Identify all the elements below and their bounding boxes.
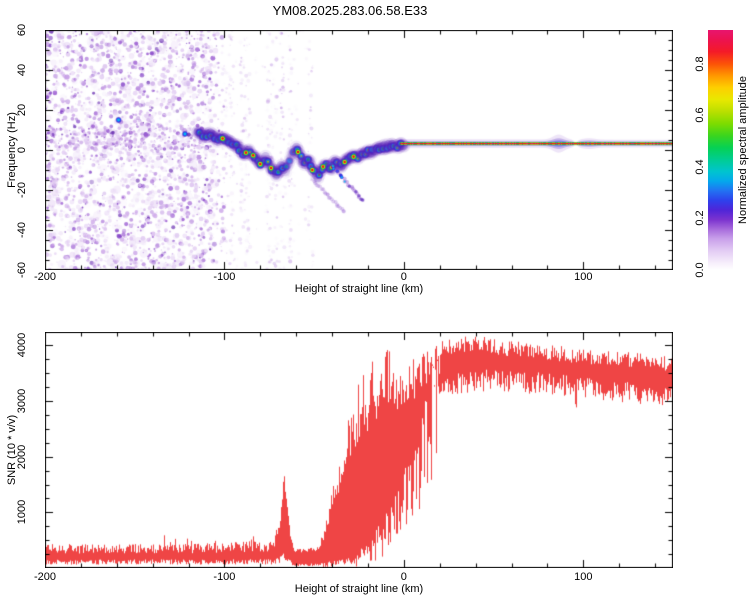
snr-x-tick-label: -200: [33, 571, 57, 583]
colorbar-tick-label: 0.0: [694, 262, 706, 278]
spectrogram-x-tick-label: 0: [400, 271, 407, 283]
colorbar-gradient: [708, 30, 733, 270]
colorbar-tick-label: 0.8: [694, 55, 706, 72]
colorbar-tick-label: 0.4: [694, 159, 706, 175]
spectrogram-y-tick-label: -40: [16, 222, 28, 238]
colorbar-tick-label: 0.2: [694, 210, 706, 227]
snr-y-tick-label: 1000: [16, 500, 28, 525]
spectrogram-plot: [45, 30, 673, 270]
snr-plot: [45, 332, 673, 568]
snr-y-tick-label: 3000: [16, 388, 28, 414]
snr-x-axis-label: Height of straight line (km): [294, 583, 424, 595]
spectrogram-x-tick-label: 100: [574, 271, 593, 283]
spectrogram-y-tick-label: 40: [16, 63, 28, 77]
spectrogram-y-tick-label: 0: [16, 146, 28, 154]
snr-y-tick-label: 2000: [16, 444, 28, 469]
spectrogram-y-tick-label: 20: [16, 103, 28, 117]
colorbar-label: Normalized spectral amplitude: [737, 76, 749, 224]
colorbar-tick-label: 0.6: [694, 107, 706, 123]
snr-x-tick-label: -100: [213, 571, 236, 583]
spectrogram-y-tick-label: -20: [16, 182, 28, 198]
spectrogram-x-tick-label: -200: [33, 271, 57, 283]
spectrogram-x-tick-label: -100: [213, 271, 236, 283]
snr-x-tick-label: 0: [400, 571, 407, 583]
spectrogram-x-axis-label: Height of straight line (km): [294, 283, 424, 295]
spectrogram-y-tick-label: 60: [16, 23, 28, 37]
figure-title: YM08.2025.283.06.58.E33: [272, 3, 428, 18]
spectrogram-y-tick-label: -60: [16, 262, 28, 278]
snr-y-tick-label: 4000: [16, 333, 28, 358]
snr-x-tick-label: 100: [574, 571, 593, 583]
